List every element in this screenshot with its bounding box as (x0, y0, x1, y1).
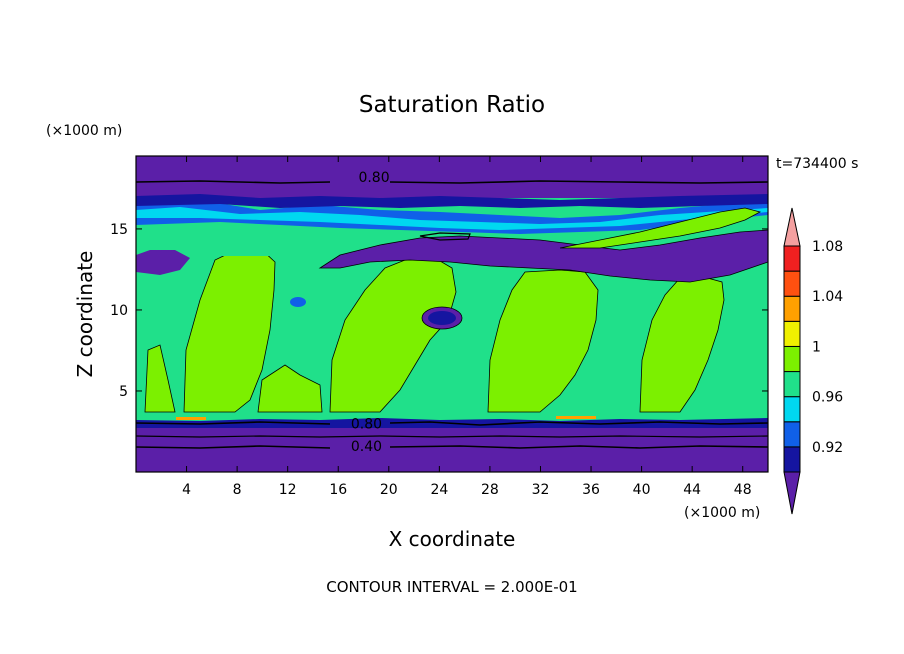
colorbar-label: 1.08 (812, 239, 843, 255)
colorbar-label: 0.96 (812, 390, 843, 406)
left-dry-patch (136, 250, 190, 275)
colorbar-box (783, 345, 801, 373)
contour-label: 0.80 (351, 416, 382, 432)
top-band-edge (136, 194, 768, 208)
x-tick-label: 40 (633, 482, 651, 498)
contour-label: 0.80 (358, 170, 389, 186)
contour-line (419, 232, 471, 241)
y-tick-label: 10 (110, 303, 128, 319)
plot-frame (135, 155, 769, 473)
moist-plume (183, 247, 276, 413)
chart-title: Saturation Ratio (359, 92, 545, 118)
x-tick-label: 44 (683, 482, 701, 498)
colorbar-box (783, 371, 801, 398)
contour-line (136, 435, 768, 438)
colorbar-box (783, 396, 801, 423)
colorbar-box (783, 320, 801, 347)
colorbar-box (783, 295, 801, 322)
time-label: t=734400 s (776, 156, 858, 172)
dry-pocket (290, 297, 306, 307)
contour-label: 0.40 (351, 439, 382, 455)
x-axis: 4 8 12 16 20 24 28 32 36 40 44 48 (182, 156, 752, 498)
x-tick-label: 24 (430, 482, 448, 498)
warm-streak (176, 417, 206, 420)
moist-plume (639, 275, 725, 413)
upper-dry-band (318, 229, 768, 283)
moist-plume (257, 364, 323, 413)
x-tick-label: 36 (582, 482, 600, 498)
y-tick-label: 15 (110, 222, 128, 238)
colorbar-box (783, 421, 801, 448)
colorbar-label: 0.92 (812, 440, 843, 456)
lower-dry-band (136, 425, 768, 472)
top-dry-band (136, 156, 768, 198)
contour-line (136, 445, 768, 449)
colorbar-box (783, 270, 801, 297)
colorbar-top-arrow (783, 207, 801, 247)
moist-plume (144, 344, 176, 413)
colorbar-box (783, 446, 801, 473)
y-tick-label: 5 (119, 384, 128, 400)
contour-interval-note: CONTOUR INTERVAL = 2.000E-01 (326, 578, 577, 596)
colorbar-bottom-arrow (783, 471, 801, 515)
warm-streak (556, 416, 596, 419)
contour-line (136, 421, 768, 426)
contour-labels: 0.80 0.80 0.40 (351, 170, 390, 455)
y-axis: 5 10 15 (110, 222, 768, 400)
colorbar-box (783, 245, 801, 272)
dry-pocket-core (428, 311, 456, 325)
x-tick-label: 16 (329, 482, 347, 498)
x-tick-label: 48 (734, 482, 752, 498)
x-tick-label: 32 (532, 482, 550, 498)
x-unit-label: (×1000 m) (684, 505, 760, 521)
contour-field: 0.80 0.80 0.40 (136, 156, 768, 472)
x-tick-label: 4 (182, 482, 191, 498)
y-unit-label: (×1000 m) (46, 123, 122, 139)
colorbar: 0.92 0.96 1 1.04 1.08 (783, 207, 843, 515)
x-tick-label: 20 (380, 482, 398, 498)
moist-plume (487, 269, 599, 413)
y-axis-label: Z coordinate (73, 251, 97, 378)
colorbar-label: 1 (812, 339, 821, 355)
colorbar-label: 1.04 (812, 289, 843, 305)
x-tick-label: 8 (233, 482, 242, 498)
moist-plume (329, 257, 457, 413)
upper-light-green-band (559, 207, 762, 249)
x-tick-label: 12 (279, 482, 297, 498)
contour-line (136, 180, 768, 184)
x-tick-label: 28 (481, 482, 499, 498)
upper-cyan-band (136, 207, 768, 230)
x-axis-label: X coordinate (389, 527, 516, 551)
